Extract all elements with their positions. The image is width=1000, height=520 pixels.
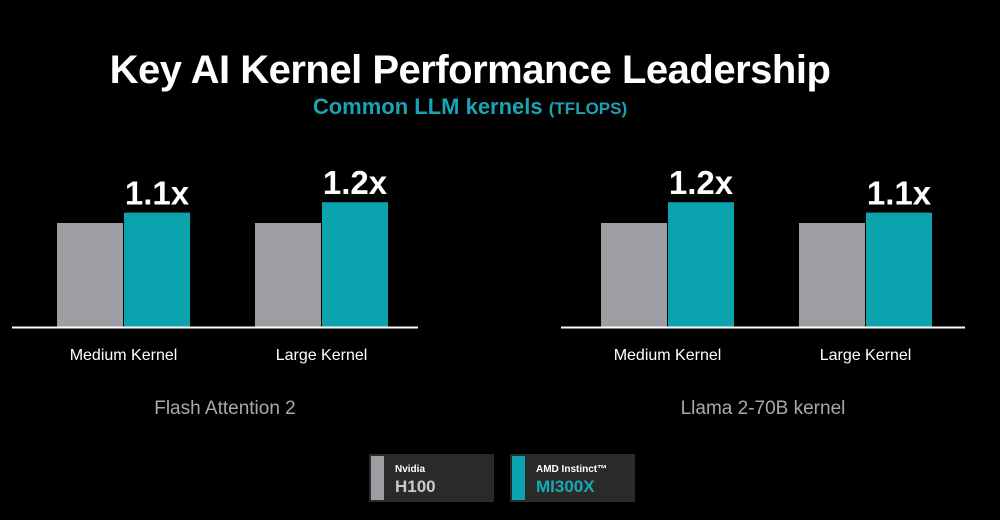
data-label-2-1: 1.2x — [669, 164, 734, 201]
bar-amd-1-1 — [124, 212, 190, 327]
legend-model-nvidia: H100 — [395, 477, 436, 496]
category-label-2-1: Medium Kernel — [614, 347, 722, 364]
bar-nvidia-2-2 — [799, 223, 865, 327]
bar-nvidia-1-1 — [57, 223, 123, 327]
bar-amd-1-2 — [322, 202, 388, 327]
legend-swatch-amd — [512, 456, 525, 500]
subtitle-unit: (TFLOPS) — [548, 99, 628, 118]
data-label-2-2: 1.1x — [867, 175, 932, 212]
subtitle-text: Common LLM kernels — [312, 94, 543, 119]
legend-item-nvidia: Nvidia H100 — [369, 454, 494, 502]
category-label-1-2: Large Kernel — [276, 347, 368, 364]
page-title: Key AI Kernel Performance Leadership — [109, 48, 831, 92]
legend-brand-nvidia: Nvidia — [395, 464, 426, 475]
legend-item-amd: AMD Instinct™ MI300X — [510, 454, 635, 502]
chart-title-2: Llama 2-70B kernel — [681, 398, 846, 419]
chart-title-1: Flash Attention 2 — [154, 398, 296, 419]
legend-brand-amd: AMD Instinct™ — [536, 464, 608, 475]
category-label-2-2: Large Kernel — [820, 347, 912, 364]
charts-area: 1.1x Medium Kernel 1.2x Large Kernel Flash A… — [12, 164, 965, 419]
data-label-1-2: 1.2x — [323, 164, 388, 201]
bar-amd-2-2 — [866, 212, 932, 327]
bar-nvidia-2-1 — [601, 223, 667, 327]
data-label-1-1: 1.1x — [125, 175, 190, 212]
category-label-1-1: Medium Kernel — [70, 347, 178, 364]
bar-nvidia-1-2 — [255, 223, 321, 327]
bar-amd-2-1 — [668, 202, 734, 327]
legend-swatch-nvidia — [371, 456, 384, 500]
legend-model-amd: MI300X — [536, 477, 595, 496]
page-subtitle: Common LLM kernels (TFLOPS) — [0, 94, 940, 120]
